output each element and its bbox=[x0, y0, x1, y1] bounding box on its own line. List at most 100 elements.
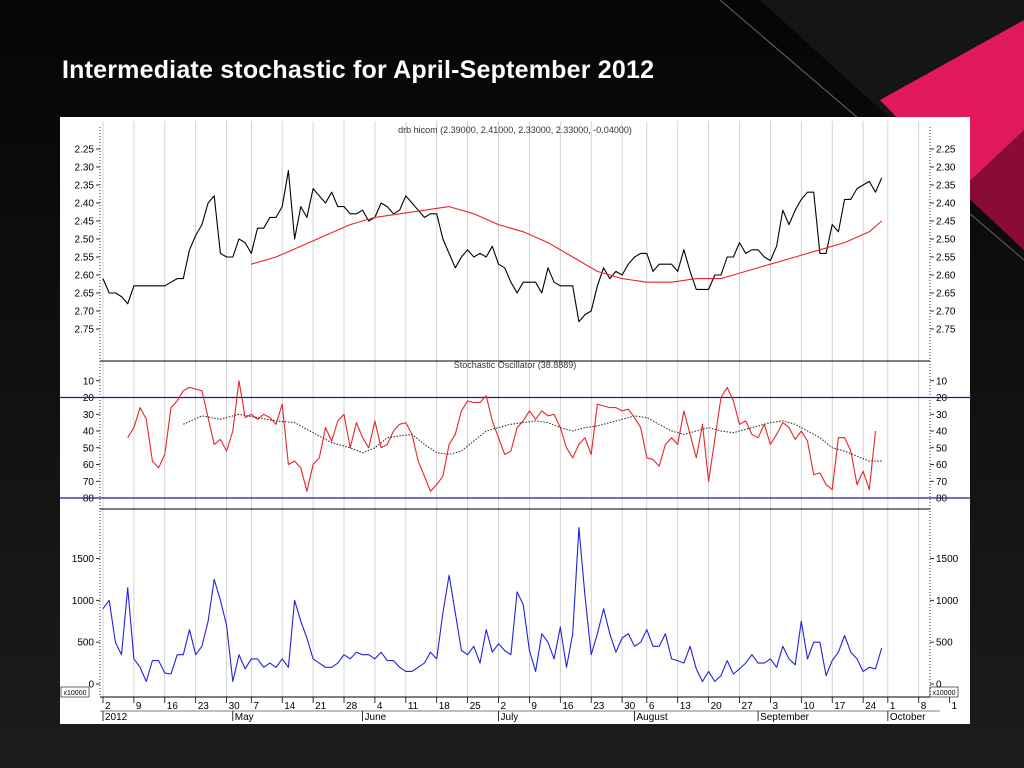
x-day-label: 9 bbox=[531, 701, 537, 712]
x-day-label: 11 bbox=[408, 701, 419, 712]
x-day-label: 24 bbox=[865, 701, 877, 712]
x-day-label: 2 bbox=[105, 701, 111, 712]
y-tick-label-left: 40 bbox=[83, 427, 95, 438]
stochastic-panel: Stochastic Oscillator (38.8889) 10 10 20 20… bbox=[60, 360, 970, 505]
x-day-label: 30 bbox=[229, 701, 241, 712]
y-tick-label-right: 2.25 bbox=[936, 145, 956, 156]
y-tick-label-right: 2.65 bbox=[936, 289, 956, 300]
y-tick-label-left: 80 bbox=[83, 494, 95, 505]
y-tick-label-right: 0 bbox=[936, 680, 942, 691]
x-day-label: 3 bbox=[772, 701, 778, 712]
x-day-label: 23 bbox=[593, 701, 605, 712]
x-month-label: May bbox=[235, 712, 254, 723]
x-day-label: 1 bbox=[890, 701, 896, 712]
slide-title: Intermediate stochastic for April-Septem… bbox=[62, 56, 655, 84]
volume-line bbox=[102, 526, 883, 683]
y-tick-label-left: 500 bbox=[77, 638, 94, 649]
y-tick-label-left: 2.25 bbox=[75, 145, 95, 156]
x-day-label: 6 bbox=[649, 701, 655, 712]
y-tick-label-right: 60 bbox=[936, 460, 948, 471]
y-tick-label-right: 500 bbox=[936, 638, 953, 649]
y-tick-label-right: 10 bbox=[936, 376, 948, 387]
x-day-label: 4 bbox=[377, 701, 383, 712]
price-line bbox=[102, 170, 883, 323]
y-tick-label-left: 0 bbox=[88, 680, 94, 691]
x-day-label: 14 bbox=[284, 701, 296, 712]
accent-shape-pink-dark bbox=[960, 130, 1024, 250]
y-tick-label-left: 50 bbox=[83, 443, 95, 454]
y-tick-label-left: 2.70 bbox=[75, 307, 95, 318]
y-tick-label-right: 2.30 bbox=[936, 163, 956, 174]
y-tick-label-right: 2.75 bbox=[936, 325, 956, 336]
chart-panel: drb hicom (2.39000, 2.41000, 2.33000, 2.… bbox=[60, 117, 970, 724]
stock-chart: drb hicom (2.39000, 2.41000, 2.33000, 2.… bbox=[60, 117, 970, 724]
y-tick-label-left: 2.50 bbox=[75, 235, 95, 246]
panel-separators bbox=[100, 360, 930, 698]
y-tick-label-right: 2.45 bbox=[936, 217, 956, 228]
x-day-label: 17 bbox=[834, 701, 846, 712]
price-panel: drb hicom (2.39000, 2.41000, 2.33000, 2.… bbox=[75, 125, 956, 336]
moving-average-line bbox=[251, 206, 883, 283]
x-day-label: 8 bbox=[921, 701, 927, 712]
y-tick-label-left: 2.35 bbox=[75, 181, 95, 192]
y-tick-label-left: 2.65 bbox=[75, 289, 95, 300]
x-day-label: 25 bbox=[470, 701, 482, 712]
x-day-label: 18 bbox=[439, 701, 451, 712]
y-tick-label-right: 2.50 bbox=[936, 235, 956, 246]
y-tick-label-right: 30 bbox=[936, 410, 948, 421]
x-day-label: 30 bbox=[624, 701, 636, 712]
x-month-label: June bbox=[365, 712, 387, 723]
price-panel-title: drb hicom (2.39000, 2.41000, 2.33000, 2.… bbox=[398, 125, 632, 135]
y-tick-label-right: 2.70 bbox=[936, 307, 956, 318]
y-tick-label-right: 1000 bbox=[936, 596, 959, 607]
y-tick-label-right: 70 bbox=[936, 477, 948, 488]
x-day-label: 23 bbox=[198, 701, 210, 712]
y-tick-label-left: 70 bbox=[83, 477, 95, 488]
x-day-label: 21 bbox=[315, 701, 327, 712]
x-day-label: 28 bbox=[346, 701, 358, 712]
y-tick-label-left: 30 bbox=[83, 410, 95, 421]
y-tick-label-right: 50 bbox=[936, 443, 948, 454]
x-day-label: 20 bbox=[711, 701, 723, 712]
x-day-label: 10 bbox=[803, 701, 815, 712]
y-tick-label-right: 1500 bbox=[936, 554, 959, 565]
y-tick-label-right: 2.35 bbox=[936, 181, 956, 192]
volume-scale-label-left: x10000 bbox=[64, 690, 87, 697]
x-month-label: July bbox=[501, 712, 519, 723]
y-tick-label-right: 80 bbox=[936, 494, 948, 505]
y-tick-label-left: 20 bbox=[83, 393, 95, 404]
x-day-label: 16 bbox=[562, 701, 574, 712]
y-tick-label-right: 2.60 bbox=[936, 271, 956, 282]
y-tick-label-left: 60 bbox=[83, 460, 95, 471]
x-day-label: 27 bbox=[742, 701, 754, 712]
y-tick-label-left: 1500 bbox=[72, 554, 95, 565]
x-day-label: 16 bbox=[167, 701, 179, 712]
y-tick-label-left: 2.60 bbox=[75, 271, 95, 282]
y-tick-label-right: 40 bbox=[936, 427, 948, 438]
y-tick-label-left: 2.55 bbox=[75, 253, 95, 264]
x-day-label: 9 bbox=[136, 701, 142, 712]
x-month-label: 2012 bbox=[105, 712, 128, 723]
y-tick-label-left: 2.30 bbox=[75, 163, 95, 174]
x-month-label: August bbox=[636, 712, 667, 723]
y-tick-label-left: 2.40 bbox=[75, 199, 95, 210]
x-day-label: 2 bbox=[501, 701, 507, 712]
y-tick-label-left: 1000 bbox=[72, 596, 95, 607]
y-tick-label-left: 2.75 bbox=[75, 325, 95, 336]
stochastic-k-line bbox=[127, 380, 877, 492]
time-axis: 2 9 16 23 30 7 14 21 28 4 11 18 25 2 9 16 23 30 6 13 20 27 3 10… bbox=[100, 697, 958, 723]
y-tick-label-right: 2.40 bbox=[936, 199, 956, 210]
x-day-label: 1 bbox=[952, 701, 958, 712]
stochastic-d-line bbox=[183, 413, 882, 462]
x-month-label: September bbox=[760, 712, 810, 723]
x-day-label: 13 bbox=[680, 701, 692, 712]
y-tick-label-right: 20 bbox=[936, 393, 948, 404]
stochastic-panel-title: Stochastic Oscillator (38.8889) bbox=[454, 360, 577, 370]
volume-panel: x10000 x10000 0 0 500 500 1000 1000 1500 1500 bbox=[60, 526, 959, 698]
y-tick-label-left: 10 bbox=[83, 376, 95, 387]
y-tick-label-left: 2.45 bbox=[75, 217, 95, 228]
y-tick-label-right: 2.55 bbox=[936, 253, 956, 264]
x-month-label: October bbox=[890, 712, 926, 723]
x-day-label: 7 bbox=[253, 701, 259, 712]
volume-scale-label-right: x10000 bbox=[933, 690, 956, 697]
